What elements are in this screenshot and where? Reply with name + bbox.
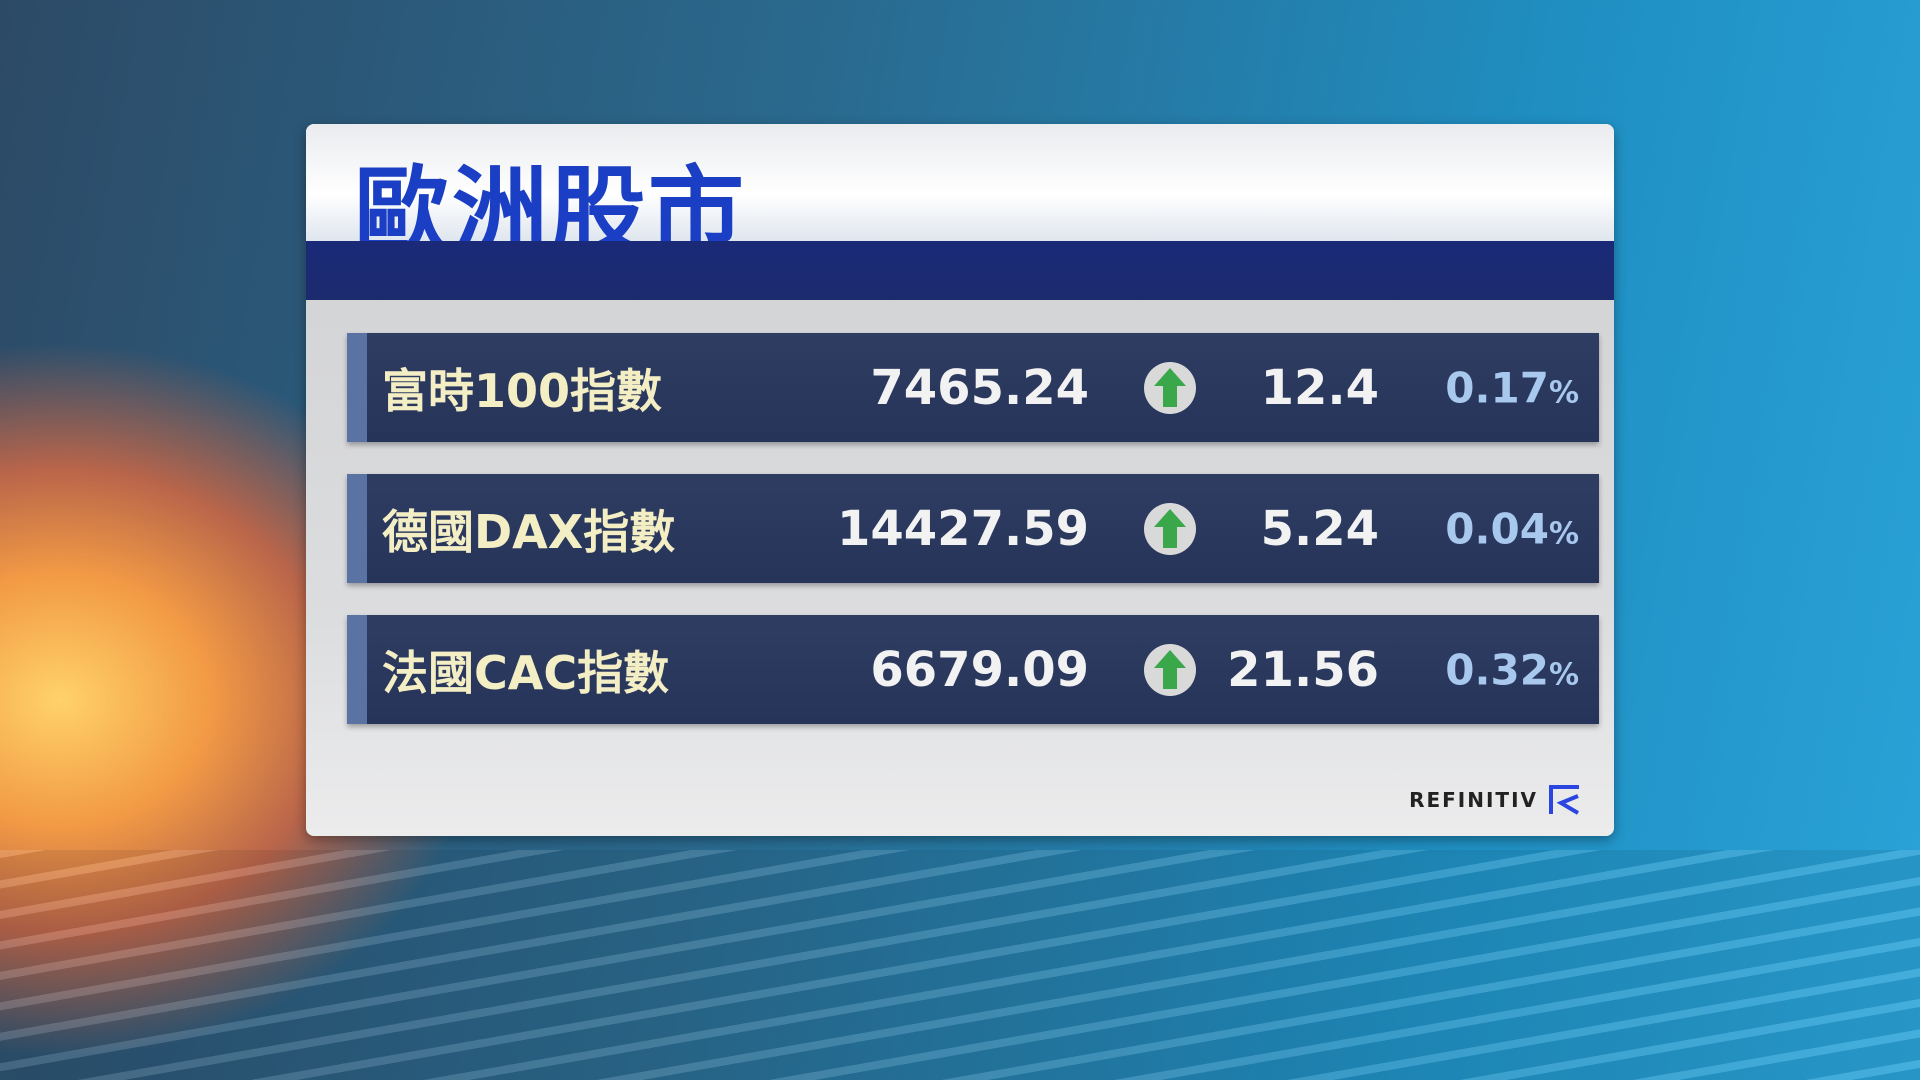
index-percent: 0.04% (1445, 504, 1579, 553)
index-name: 法國CAC指數 (382, 645, 670, 700)
up-arrow-icon (1143, 361, 1197, 415)
percent-sign: % (1548, 657, 1579, 692)
percent-sign: % (1548, 375, 1579, 410)
up-arrow-icon (1143, 502, 1197, 556)
index-change: 21.56 (1227, 641, 1379, 698)
index-row: 德國DAX指數 14427.59 5.24 0.04% (347, 474, 1599, 583)
index-name: 富時100指數 (382, 363, 663, 418)
source-label: REFINITIV (1409, 788, 1538, 812)
index-value: 6679.09 (870, 641, 1089, 698)
percent-value: 0.04 (1445, 504, 1549, 553)
up-arrow-icon (1143, 643, 1197, 697)
percent-value: 0.17 (1445, 363, 1549, 412)
index-value: 14427.59 (836, 500, 1089, 557)
title-underline-band (306, 241, 1614, 300)
row-accent (347, 615, 367, 724)
index-percent: 0.32% (1445, 645, 1579, 694)
refinitiv-mark-icon (1549, 785, 1580, 815)
background-floor (0, 850, 1920, 1080)
index-row: 富時100指數 7465.24 12.4 0.17% (347, 333, 1599, 442)
index-percent: 0.17% (1445, 363, 1579, 412)
index-change: 5.24 (1260, 500, 1379, 557)
row-accent (347, 474, 367, 583)
index-value: 7465.24 (870, 359, 1089, 416)
percent-sign: % (1548, 516, 1579, 551)
row-accent (347, 333, 367, 442)
refinitiv-logo: REFINITIV (1409, 784, 1582, 816)
index-row: 法國CAC指數 6679.09 21.56 0.32% (347, 615, 1599, 724)
index-change: 12.4 (1260, 359, 1379, 416)
market-panel: 歐洲股市 富時100指數 7465.24 12.4 0.17% 德國DAX指數 … (306, 124, 1614, 836)
title-band: 歐洲股市 (306, 124, 1614, 268)
percent-value: 0.32 (1445, 645, 1549, 694)
index-name: 德國DAX指數 (382, 504, 676, 559)
